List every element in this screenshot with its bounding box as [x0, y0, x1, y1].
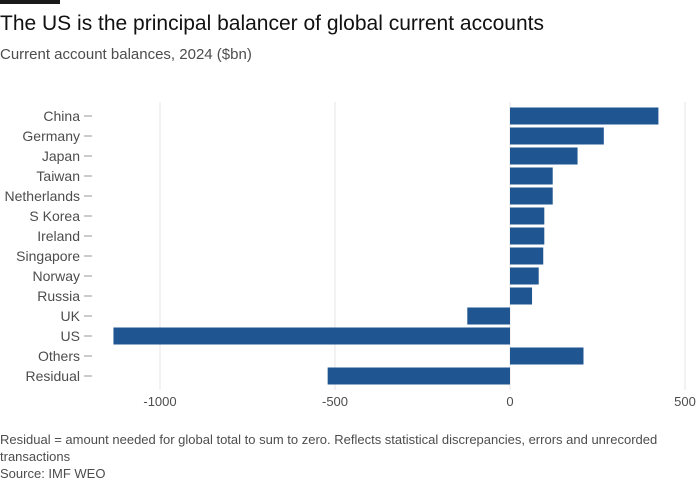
bar-taiwan	[510, 167, 553, 185]
category-label: Singapore	[16, 248, 80, 264]
bar-chart: China Germany Japan Taiwan Netherlands S Kore…	[5, 102, 696, 409]
category-labels: China Germany Japan Taiwan Netherlands S Kore…	[5, 108, 92, 384]
bar-ireland	[510, 227, 545, 245]
category-label: Taiwan	[36, 168, 80, 184]
bar-residual	[327, 367, 510, 385]
bar-s-korea	[510, 207, 545, 225]
bar-norway	[510, 267, 539, 285]
footnote: Residual = amount needed for global tota…	[0, 432, 658, 464]
x-tick-label: -1000	[143, 394, 176, 409]
category-label: Residual	[26, 368, 80, 384]
grid-lines	[159, 102, 686, 390]
x-tick-label: -500	[322, 394, 348, 409]
bar-uk	[467, 307, 510, 325]
bar-singapore	[510, 247, 544, 265]
chart-subtitle: Current account balances, 2024 ($bn)	[0, 46, 252, 63]
bar-netherlands	[510, 187, 553, 205]
x-tick-label: 500	[674, 394, 696, 409]
source-note: Source: IMF WEO	[0, 466, 106, 481]
category-label: Netherlands	[5, 188, 81, 204]
x-tick-labels: -1000 -500 0 500	[143, 394, 695, 409]
bar-us	[113, 327, 510, 345]
category-label: Russia	[37, 288, 80, 304]
bar-russia	[510, 287, 533, 305]
category-label: S Korea	[29, 208, 80, 224]
bar-china	[510, 107, 659, 125]
category-label: Japan	[42, 148, 80, 164]
category-label: Norway	[33, 268, 80, 284]
bar-germany	[510, 127, 604, 145]
x-tick-label: 0	[506, 394, 513, 409]
category-label: Ireland	[37, 228, 80, 244]
bar-others	[510, 347, 584, 365]
bar-japan	[510, 147, 578, 165]
category-label: China	[43, 108, 80, 124]
category-label: US	[61, 328, 80, 344]
top-rule	[0, 0, 60, 4]
category-label: UK	[61, 308, 81, 324]
category-label: Germany	[22, 128, 80, 144]
bars	[113, 107, 659, 385]
chart-title: The US is the principal balancer of glob…	[0, 12, 544, 35]
category-label: Others	[38, 348, 80, 364]
